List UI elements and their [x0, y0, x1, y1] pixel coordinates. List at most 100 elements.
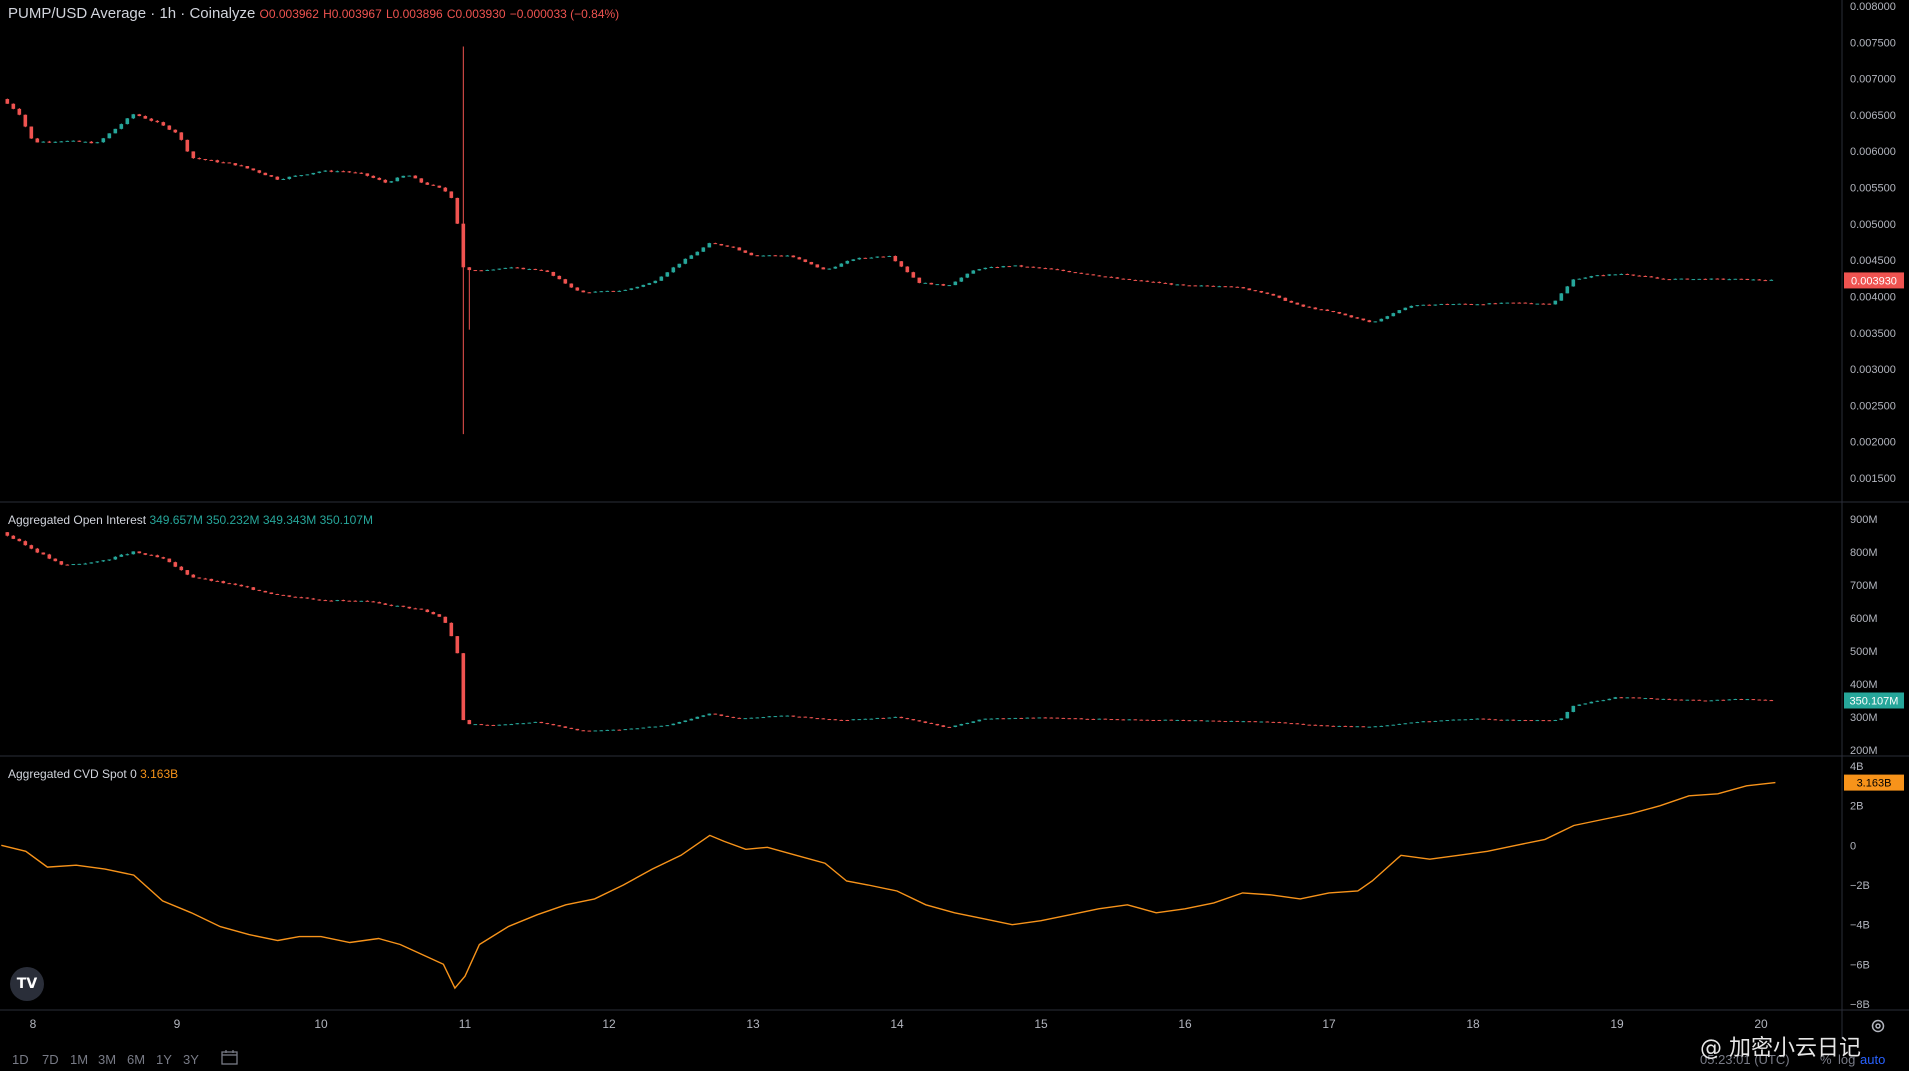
oi-candle: [227, 583, 232, 585]
price-candle: [257, 170, 262, 173]
cvd-title[interactable]: Aggregated CVD Spot 0: [8, 767, 137, 781]
price-candle: [1397, 310, 1402, 314]
oi-candle: [599, 730, 604, 732]
y-tick-label: 0.006500: [1850, 110, 1896, 122]
price-candle: [191, 151, 196, 159]
oi-candle: [1709, 700, 1714, 702]
price-candle: [425, 182, 430, 185]
timeframe-1m[interactable]: 1M: [70, 1052, 89, 1067]
price-candle: [1469, 303, 1474, 305]
price-candle: [875, 256, 880, 258]
utc-clock[interactable]: 05:23:01 (UTC): [1700, 1052, 1790, 1067]
price-candle: [353, 172, 358, 174]
price-candle: [1319, 309, 1324, 311]
timeframe-3y[interactable]: 3Y: [183, 1052, 199, 1067]
oi-candle: [143, 553, 148, 555]
oi-candle: [353, 600, 358, 602]
price-candle: [1481, 304, 1486, 306]
oi-candle: [335, 600, 340, 602]
oi-candle: [233, 583, 238, 585]
timeframe-1y[interactable]: 1Y: [156, 1052, 172, 1067]
price-candle: [1187, 285, 1192, 287]
price-candle: [1577, 278, 1582, 280]
y-tick-label: −2B: [1850, 880, 1870, 892]
oi-candle: [1745, 699, 1750, 701]
timeframe-3m[interactable]: 3M: [98, 1052, 117, 1067]
oi-candle: [1649, 698, 1654, 700]
price-candle: [1361, 318, 1366, 321]
price-candle: [653, 280, 658, 284]
price-candle: [1205, 285, 1210, 287]
oi-candle: [1223, 721, 1228, 723]
oi-candle: [461, 653, 466, 721]
price-candles: [5, 46, 1774, 435]
oi-candle: [329, 600, 334, 602]
price-candle: [557, 275, 562, 280]
gear-icon[interactable]: [1870, 1018, 1886, 1034]
price-candle: [755, 255, 760, 257]
timeframe-7d[interactable]: 7D: [42, 1052, 59, 1067]
oi-candle: [191, 574, 196, 578]
oi-candle: [1667, 698, 1672, 700]
price-candle: [761, 255, 766, 257]
cvd-series-line: [1, 781, 1776, 990]
price-candle: [503, 267, 508, 269]
legend-change: −0.000033 (−0.84%): [509, 7, 620, 21]
y-tick-label: 2B: [1850, 801, 1863, 813]
price-candle: [731, 246, 736, 248]
oi-candle: [1571, 705, 1576, 712]
price-candle: [695, 251, 700, 256]
y-tick-label: −6B: [1850, 959, 1870, 971]
price-candle: [767, 255, 772, 257]
price-candle: [107, 133, 112, 139]
price-candle: [479, 270, 484, 272]
calendar-icon[interactable]: [220, 1049, 240, 1065]
price-candle: [1211, 285, 1216, 287]
oi-candle: [1433, 720, 1438, 722]
y-tick-label: 0.006000: [1850, 146, 1896, 158]
oi-candle: [173, 562, 178, 567]
price-candle: [1145, 280, 1150, 282]
oi-candle: [821, 718, 826, 720]
oi-candle: [515, 723, 520, 725]
price-candle: [773, 255, 778, 257]
oi-candle: [1103, 718, 1108, 720]
price-candle: [905, 266, 910, 273]
oi-candle: [1601, 700, 1606, 702]
price-candle: [83, 141, 88, 143]
price-candle: [971, 270, 976, 274]
timeframe-1d[interactable]: 1D: [12, 1052, 29, 1067]
price-candle: [461, 223, 466, 268]
price-candle: [1235, 286, 1240, 288]
oi-candle: [581, 730, 586, 732]
auto-toggle[interactable]: auto: [1860, 1052, 1886, 1067]
oi-candle: [743, 718, 748, 720]
oi-candle: [857, 719, 862, 721]
oi-candle: [983, 718, 988, 720]
oi-candle: [1679, 699, 1684, 701]
price-candle: [1583, 277, 1588, 279]
price-candle: [1541, 303, 1546, 305]
oi-candle: [281, 594, 286, 596]
oi-candle: [977, 719, 982, 722]
y-tick-label: 0.002000: [1850, 437, 1896, 449]
price-candle: [1265, 292, 1270, 294]
oi-candle: [1277, 722, 1282, 724]
legend-high: H0.003967: [323, 7, 382, 21]
symbol-title[interactable]: PUMP/USD Average · 1h · Coinalyze: [8, 5, 256, 22]
price-candle: [263, 172, 268, 176]
price-candle: [881, 256, 886, 258]
timeframe-6m[interactable]: 6M: [127, 1052, 146, 1067]
oi-candle: [593, 730, 598, 732]
oi-candle: [965, 722, 970, 725]
price-candle: [821, 267, 826, 270]
oi-candle: [359, 600, 364, 602]
oi-candle: [1355, 726, 1360, 728]
tradingview-logo[interactable]: TV: [10, 967, 44, 1001]
oi-candle: [1229, 720, 1234, 722]
oi-title[interactable]: Aggregated Open Interest: [8, 513, 147, 527]
log-toggle[interactable]: log: [1838, 1052, 1856, 1067]
oi-candle: [1181, 719, 1186, 721]
percent-toggle[interactable]: %: [1820, 1052, 1832, 1067]
